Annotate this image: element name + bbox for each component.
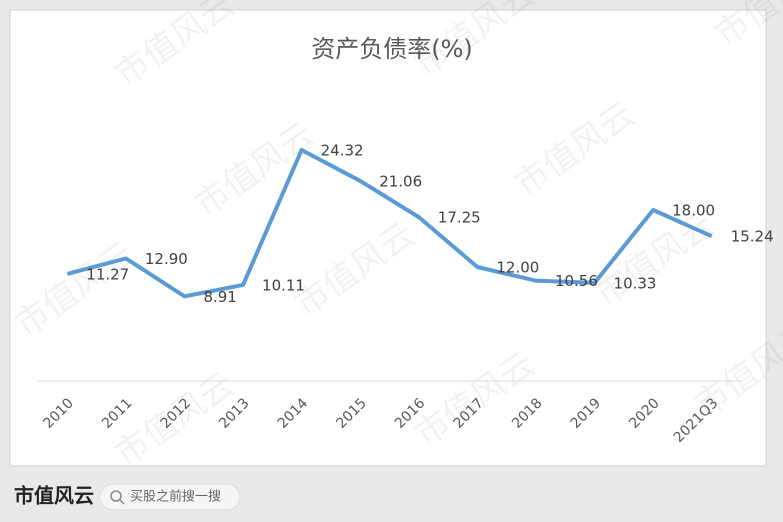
- data-label: 18.00: [672, 202, 715, 220]
- search-box[interactable]: [99, 483, 241, 511]
- data-label: 12.90: [145, 250, 188, 268]
- search-placeholder[interactable]: 买股之前搜一搜: [130, 489, 221, 505]
- search-icon: [110, 490, 122, 502]
- data-line: [66, 147, 713, 299]
- data-label: 10.11: [262, 276, 305, 294]
- data-label: 10.33: [614, 274, 657, 292]
- data-label: 15.24: [731, 228, 774, 246]
- data-label: 24.32: [321, 141, 364, 159]
- data-label: 10.56: [555, 272, 598, 290]
- data-label: 17.25: [438, 209, 481, 227]
- chart-title: 资产负债率(%): [311, 35, 473, 63]
- data-label: 8.91: [203, 288, 236, 306]
- data-label: 12.00: [496, 259, 539, 277]
- data-label: 21.06: [379, 172, 422, 190]
- footer-logo: 市值风云: [14, 484, 94, 508]
- data-label: 11.27: [86, 265, 129, 283]
- search-icon-handle: [119, 499, 125, 505]
- chart-panel: [9, 9, 767, 467]
